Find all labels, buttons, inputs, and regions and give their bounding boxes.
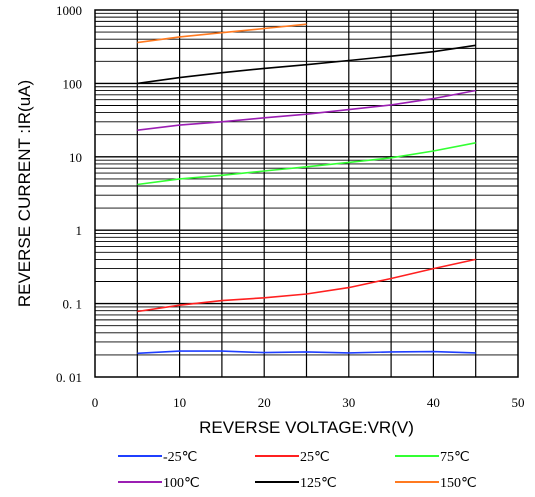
y-tick-label: 1000 — [56, 3, 82, 18]
x-tick-label: 20 — [258, 395, 271, 410]
legend-label: -25℃ — [163, 450, 197, 465]
y-tick-label: 0. 01 — [56, 370, 82, 385]
y-axis-title: REVERSE CURRENT :IR(uA) — [15, 80, 34, 307]
series-line-4 — [137, 44, 476, 85]
y-tick-label: 0. 1 — [63, 297, 83, 312]
series-line-5 — [137, 23, 307, 44]
plot-frame — [94, 9, 519, 378]
x-tick-label: 0 — [92, 395, 99, 410]
y-tick-label: 10 — [69, 150, 82, 165]
y-tick-label: 1 — [76, 223, 83, 238]
legend: -25℃ 25℃ 75℃ 100℃ 125℃ 150℃ — [118, 450, 477, 491]
x-tick-label: 40 — [427, 395, 440, 410]
x-tick-label: 30 — [342, 395, 355, 410]
series-lines — [137, 23, 476, 355]
tick-labels: 0 10 20 30 40 50 0. 01 0. 1 1 10 100 1000 — [56, 3, 525, 410]
series-line-2 — [137, 142, 476, 186]
legend-label: 125℃ — [300, 476, 337, 491]
legend-label: 75℃ — [440, 450, 470, 465]
legend-label: 100℃ — [163, 476, 200, 491]
x-axis-title: REVERSE VOLTAGE:VR(V) — [199, 418, 414, 437]
x-tick-label: 10 — [173, 395, 186, 410]
series-line-1 — [137, 258, 476, 313]
legend-label: 25℃ — [300, 450, 330, 465]
series-line-0 — [137, 350, 476, 355]
legend-label: 150℃ — [440, 476, 477, 491]
x-tick-label: 50 — [512, 395, 525, 410]
grid — [95, 10, 518, 377]
y-tick-label: 100 — [63, 76, 83, 91]
series-line-3 — [137, 89, 476, 131]
